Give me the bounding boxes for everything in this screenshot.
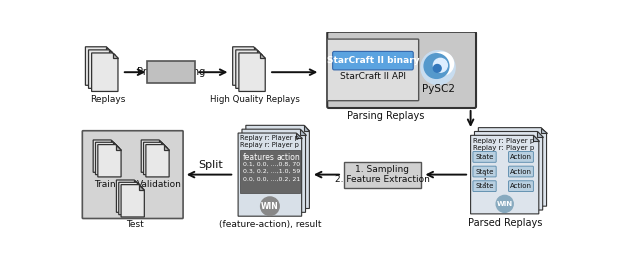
Polygon shape xyxy=(161,142,167,148)
Polygon shape xyxy=(139,185,145,190)
Polygon shape xyxy=(257,50,262,55)
Polygon shape xyxy=(242,129,305,212)
Polygon shape xyxy=(106,47,112,52)
Polygon shape xyxy=(116,180,140,212)
Bar xyxy=(344,162,421,188)
Text: Replays: Replays xyxy=(90,95,125,104)
Polygon shape xyxy=(164,144,169,150)
Polygon shape xyxy=(116,144,121,150)
Circle shape xyxy=(424,54,449,78)
Circle shape xyxy=(433,58,447,72)
Text: Test: Test xyxy=(126,220,144,229)
Text: 1. Sampling: 1. Sampling xyxy=(355,165,409,174)
Text: Validation: Validation xyxy=(138,180,182,189)
FancyBboxPatch shape xyxy=(509,151,533,162)
Text: Action: Action xyxy=(510,169,532,174)
Polygon shape xyxy=(239,53,265,91)
Polygon shape xyxy=(533,135,539,141)
Polygon shape xyxy=(478,128,547,206)
Polygon shape xyxy=(304,125,309,131)
FancyBboxPatch shape xyxy=(327,39,419,101)
Circle shape xyxy=(260,197,279,215)
Circle shape xyxy=(421,51,455,84)
Text: Replay r: Player p: Replay r: Player p xyxy=(239,135,298,141)
Text: ⋮: ⋮ xyxy=(478,173,491,186)
Text: 2. Feature Extraction: 2. Feature Extraction xyxy=(335,176,429,184)
Text: StarCraft II binary: StarCraft II binary xyxy=(326,56,419,65)
FancyBboxPatch shape xyxy=(509,181,533,192)
Text: Parsed Replays: Parsed Replays xyxy=(467,218,542,229)
Text: 0.1, 0.0, ...,0.8, 70: 0.1, 0.0, ...,0.8, 70 xyxy=(243,162,300,166)
Text: High Quality Replays: High Quality Replays xyxy=(210,95,300,104)
FancyBboxPatch shape xyxy=(83,131,183,218)
Circle shape xyxy=(433,65,441,72)
Polygon shape xyxy=(233,47,259,85)
Polygon shape xyxy=(236,50,262,88)
Polygon shape xyxy=(111,140,116,145)
Text: State: State xyxy=(476,169,493,174)
Polygon shape xyxy=(253,47,259,52)
Text: PySC2: PySC2 xyxy=(422,84,454,94)
Text: Replay r: Player p: Replay r: Player p xyxy=(473,144,534,151)
Polygon shape xyxy=(260,53,265,58)
Bar xyxy=(147,61,195,83)
Polygon shape xyxy=(85,47,112,85)
Text: Replay r: Player p: Replay r: Player p xyxy=(239,142,298,147)
Text: State: State xyxy=(476,154,493,160)
Text: (feature-action), result: (feature-action), result xyxy=(219,220,321,229)
Polygon shape xyxy=(121,185,145,217)
Text: Replay r: Player p: Replay r: Player p xyxy=(473,138,534,144)
Text: features: features xyxy=(243,153,275,162)
Polygon shape xyxy=(470,135,539,214)
Polygon shape xyxy=(143,142,167,175)
Text: action: action xyxy=(277,153,301,162)
Polygon shape xyxy=(113,142,119,148)
Polygon shape xyxy=(88,50,115,88)
Polygon shape xyxy=(136,182,142,188)
Polygon shape xyxy=(238,133,301,216)
Polygon shape xyxy=(474,132,543,210)
Text: WIN: WIN xyxy=(261,202,279,211)
Polygon shape xyxy=(109,50,115,55)
Text: Action: Action xyxy=(510,154,532,160)
Text: Split: Split xyxy=(198,160,223,170)
Polygon shape xyxy=(93,140,116,172)
FancyBboxPatch shape xyxy=(473,181,496,192)
Polygon shape xyxy=(134,180,140,185)
FancyBboxPatch shape xyxy=(509,166,533,177)
Polygon shape xyxy=(119,182,142,215)
Polygon shape xyxy=(537,132,543,137)
FancyBboxPatch shape xyxy=(473,151,496,162)
Text: Parsing Replays: Parsing Replays xyxy=(348,111,425,121)
Text: State: State xyxy=(476,183,493,189)
FancyBboxPatch shape xyxy=(333,51,413,70)
Polygon shape xyxy=(113,53,118,58)
FancyBboxPatch shape xyxy=(327,32,476,108)
Polygon shape xyxy=(296,133,301,138)
Polygon shape xyxy=(246,125,309,209)
Text: Training: Training xyxy=(94,180,130,189)
Circle shape xyxy=(430,52,454,75)
Text: Action: Action xyxy=(510,183,532,189)
Polygon shape xyxy=(141,140,164,172)
FancyBboxPatch shape xyxy=(473,166,496,177)
Text: StarCraft II API: StarCraft II API xyxy=(340,72,406,81)
Polygon shape xyxy=(92,53,118,91)
Text: Preprocessing: Preprocessing xyxy=(138,67,205,77)
Circle shape xyxy=(496,195,513,212)
Polygon shape xyxy=(95,142,119,175)
Polygon shape xyxy=(159,140,164,145)
Polygon shape xyxy=(541,128,547,133)
Polygon shape xyxy=(300,129,305,135)
Polygon shape xyxy=(146,144,169,177)
Text: WIN: WIN xyxy=(497,201,513,207)
Polygon shape xyxy=(98,144,121,177)
Text: 0.0, 0.0, ...,0.2, 21: 0.0, 0.0, ...,0.2, 21 xyxy=(243,177,300,182)
Text: 0.3, 0.2, ...,1.0, 59: 0.3, 0.2, ...,1.0, 59 xyxy=(243,169,300,174)
Bar xyxy=(239,150,300,193)
